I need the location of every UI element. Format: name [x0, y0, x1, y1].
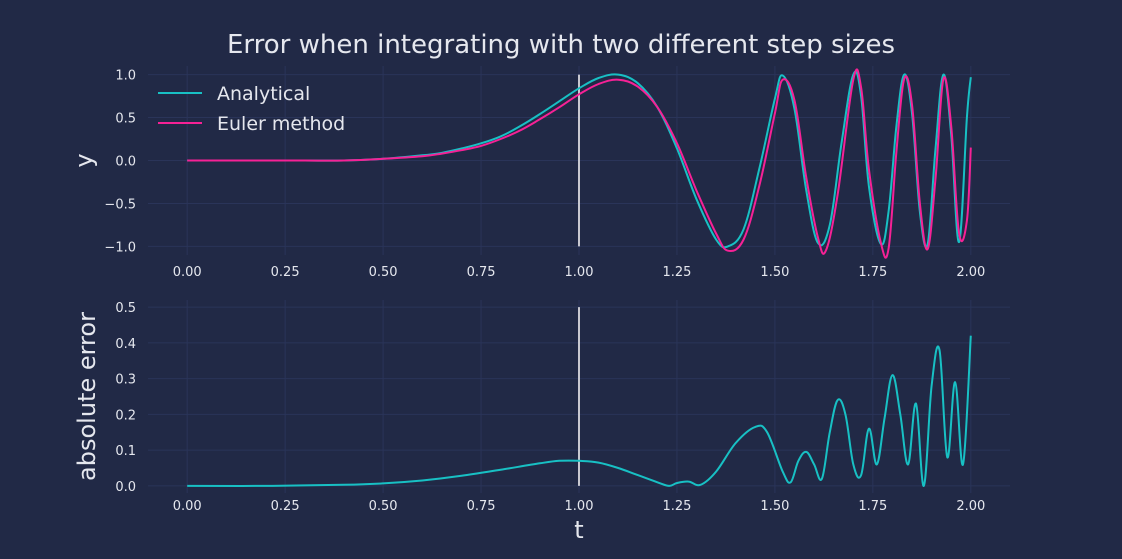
x-tick-label: 0.75 — [467, 265, 496, 280]
legend-label: Analytical — [217, 83, 310, 105]
y-axis-label: y — [70, 153, 98, 167]
x-tick-label: 0.75 — [467, 499, 496, 514]
y-axis-label: absolute error — [73, 312, 101, 481]
y-tick-label: 0.5 — [115, 112, 136, 127]
x-tick-label: 0.00 — [173, 499, 202, 514]
legend-label: Euler method — [217, 113, 345, 135]
subplot-1: 0.00 0.25 0.50 0.75 1.00 1.25 1.50 1.75 2.00 −1.0… — [70, 66, 1010, 280]
y-tick-label: 0.1 — [115, 444, 136, 459]
y-tick-label: −1.0 — [104, 240, 136, 255]
y-tick-label: 1.0 — [115, 69, 136, 84]
x-tick-label: 1.25 — [662, 499, 691, 514]
y-tick-label: 0.3 — [115, 373, 136, 388]
y-tick-label: 0.0 — [115, 155, 136, 170]
series-line-error — [187, 335, 972, 487]
x-tick-label: 1.50 — [760, 265, 789, 280]
series-line-euler-method — [187, 68, 972, 259]
x-tick-label: 2.00 — [956, 265, 985, 280]
x-tick-label: 0.50 — [369, 499, 398, 514]
x-tick-label: 1.00 — [565, 499, 594, 514]
x-tick-label: 0.25 — [271, 499, 300, 514]
x-tick-label: 1.25 — [662, 265, 691, 280]
x-tick-label: 0.00 — [173, 265, 202, 280]
x-tick-label: 1.75 — [858, 499, 887, 514]
x-tick-label: 1.00 — [565, 265, 594, 280]
subplot-2: 0.00 0.25 0.50 0.75 1.00 1.25 1.50 1.75 2.00 0.0 0… — [73, 300, 1010, 544]
y-tick-label: 0.5 — [115, 301, 136, 316]
y-tick-label: 0.0 — [115, 480, 136, 495]
y-tick-label: 0.4 — [115, 337, 136, 352]
x-tick-label: 0.50 — [369, 265, 398, 280]
y-tick-label: −0.5 — [104, 197, 136, 212]
x-tick-label: 1.75 — [858, 265, 887, 280]
x-tick-label: 0.25 — [271, 265, 300, 280]
x-tick-label: 1.50 — [760, 499, 789, 514]
chart-title: Error when integrating with two differen… — [226, 30, 895, 60]
legend: Analytical Euler method — [158, 83, 345, 135]
x-axis-label: t — [574, 516, 583, 544]
y-tick-label: 0.2 — [115, 408, 136, 423]
x-tick-label: 2.00 — [956, 499, 985, 514]
